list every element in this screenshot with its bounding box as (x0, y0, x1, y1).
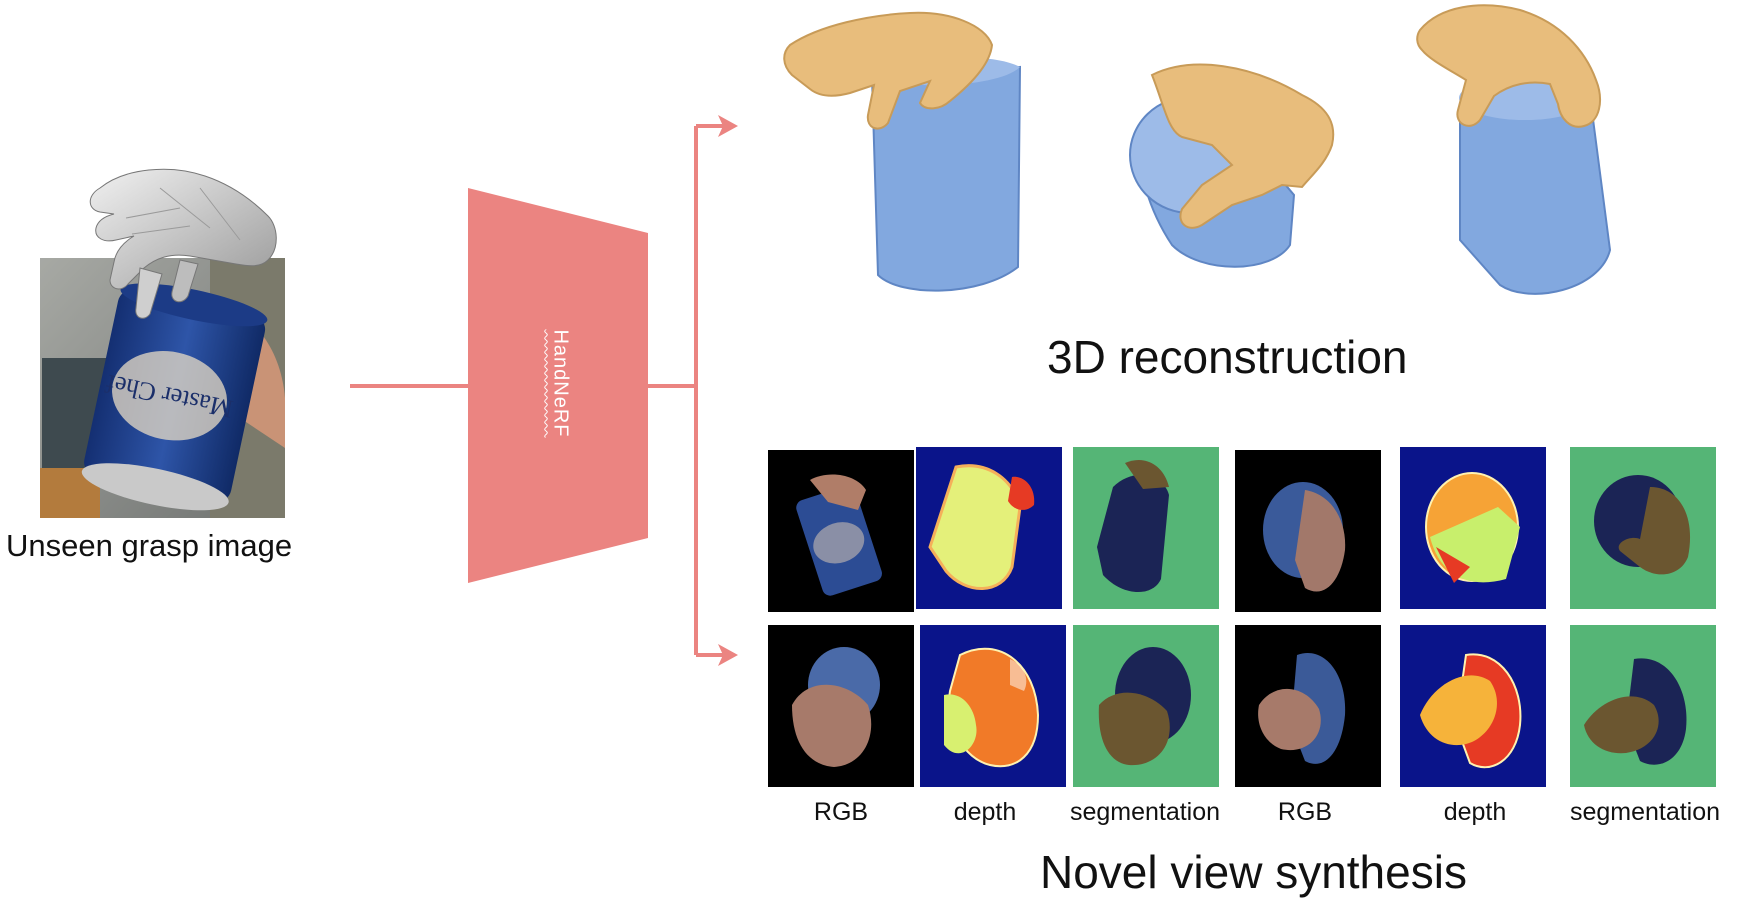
reconstruction-view-3 (1410, 0, 1620, 310)
nvs-segmentation-4 (1570, 625, 1716, 787)
reconstruction-view-2 (1112, 45, 1342, 275)
caption-depth-1: depth (953, 798, 1017, 826)
nvs-depth-2 (1400, 447, 1546, 609)
caption-segmentation-1: segmentation (1069, 798, 1221, 826)
nvs-segmentation-3 (1073, 625, 1219, 787)
caption-segmentation-2: segmentation (1569, 798, 1721, 826)
caption-rgb-1: RGB (813, 798, 869, 826)
caption-rgb-2: RGB (1277, 798, 1333, 826)
nvs-title: Novel view synthesis (1040, 846, 1467, 898)
nvs-segmentation-1 (1073, 447, 1219, 609)
nvs-rgb-1 (768, 450, 914, 612)
nvs-segmentation-2 (1570, 447, 1716, 609)
caption-depth-2: depth (1443, 798, 1507, 826)
nvs-depth-3 (920, 625, 1066, 787)
hand-mesh-icon (89, 168, 277, 319)
reconstruction-title: 3D reconstruction (1047, 331, 1408, 383)
handnerf-network-shape (468, 188, 648, 583)
nvs-depth-4 (1400, 625, 1546, 787)
nvs-rgb-2 (1235, 450, 1381, 612)
handnerf-label: HandNeRF (549, 329, 572, 438)
nvs-rgb-4 (1235, 625, 1381, 787)
nvs-rgb-3 (768, 625, 914, 787)
nvs-depth-1 (916, 447, 1062, 609)
reconstruction-view-1 (780, 5, 1040, 305)
input-caption: Unseen grasp image (6, 528, 293, 563)
input-grasp-image: Master Chef (40, 168, 330, 518)
